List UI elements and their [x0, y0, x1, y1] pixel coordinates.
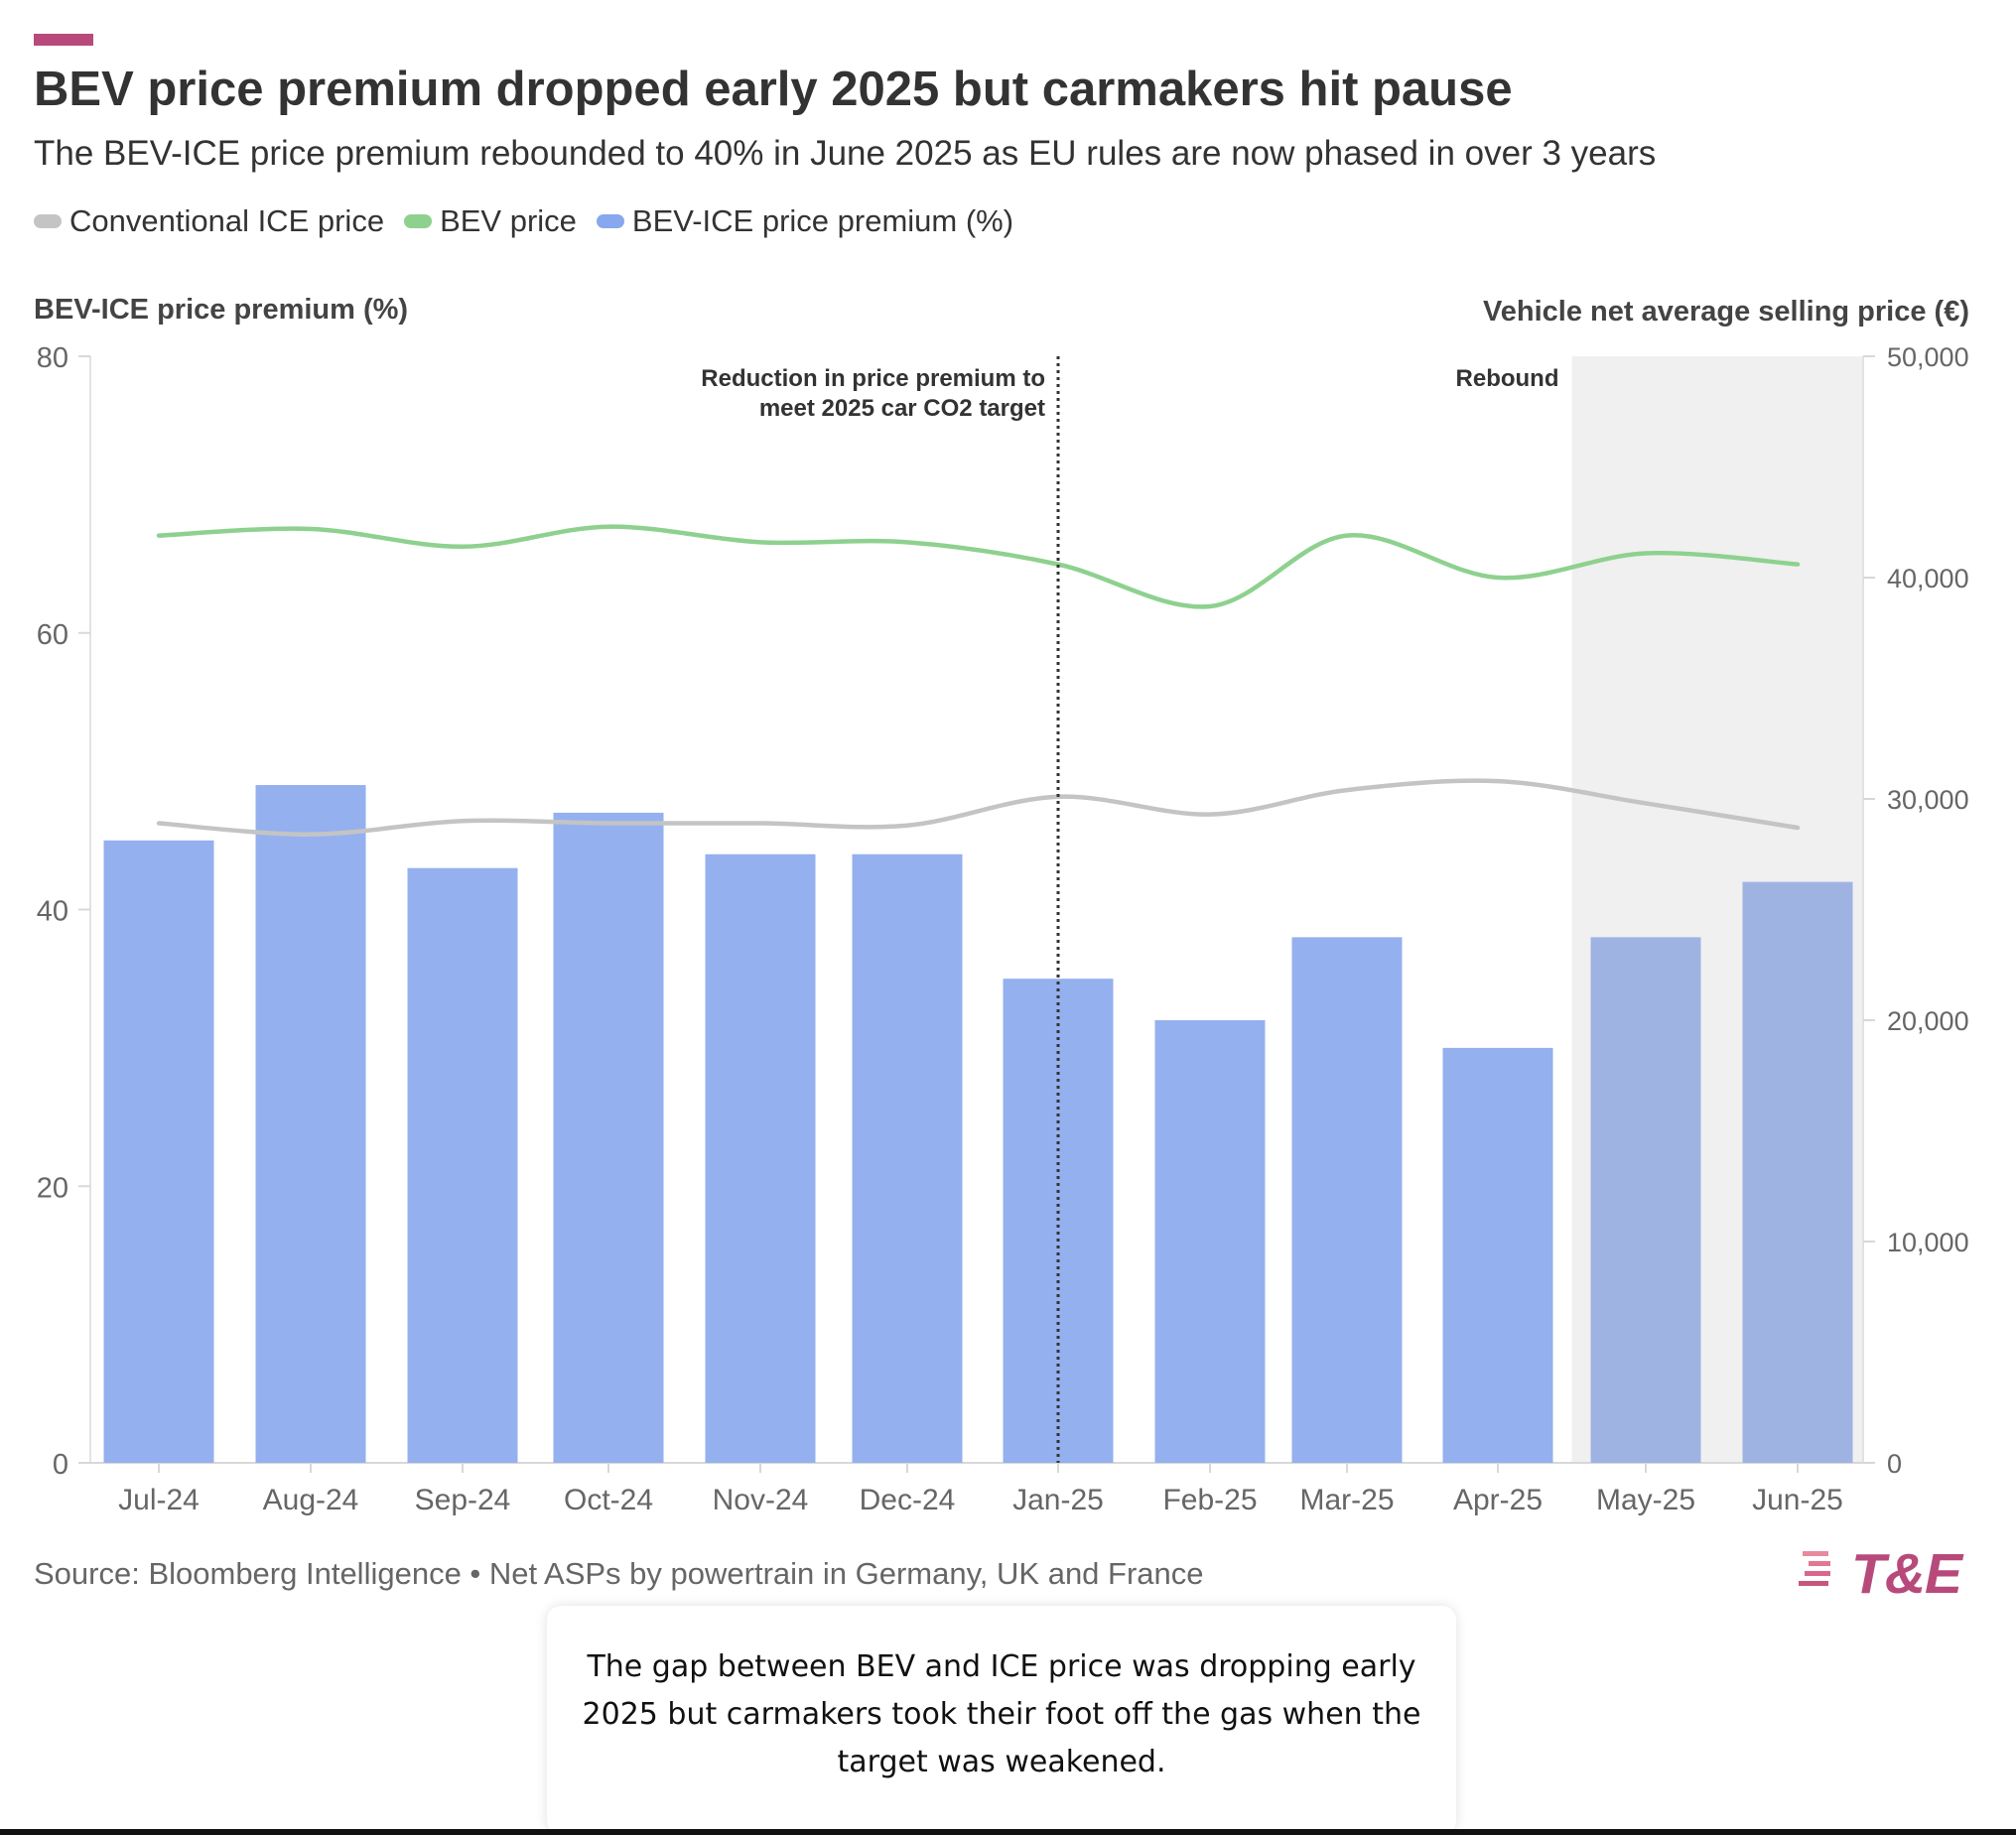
chart-svg: 0 20 40 60 80 0 10,000 20,000 30,000 40,000 50,000…: [37, 342, 1969, 1516]
left-tick-label: 0: [53, 1449, 68, 1481]
x-tick-label: Feb-25: [1162, 1484, 1257, 1516]
x-tick-label: Aug-24: [263, 1484, 359, 1516]
logo-text: T&E: [1851, 1542, 1962, 1606]
bar-sep-24: [407, 867, 518, 1463]
bar-nov-24: [705, 853, 816, 1463]
legend-swatch-ice: [34, 214, 62, 228]
bar-mar-25: [1291, 937, 1403, 1463]
left-tick-label: 60: [37, 619, 68, 651]
legend: Conventional ICE price BEV price BEV-ICE…: [34, 203, 1019, 239]
left-tick-label: 40: [37, 896, 68, 928]
caption-text: The gap between BEV and ICE price was dr…: [582, 1649, 1421, 1779]
x-tick-label: Jun-25: [1752, 1484, 1843, 1516]
left-tick-label: 80: [37, 342, 68, 374]
legend-item-ice: Conventional ICE price: [34, 203, 384, 239]
right-tick-label: 20,000: [1887, 1006, 1969, 1036]
legend-label-premium: BEV-ICE price premium (%): [631, 203, 1014, 238]
logo-stripes-icon: [1799, 1551, 1830, 1586]
bar-jul-24: [103, 840, 214, 1463]
x-tick-label: Oct-24: [564, 1484, 653, 1516]
right-axis-title: Vehicle net average selling price (€): [1483, 296, 1969, 328]
right-tick-label: 50,000: [1887, 342, 1969, 372]
x-tick-label: Jul-24: [118, 1484, 200, 1516]
legend-item-bev: BEV price: [404, 203, 577, 239]
ice-price-line: [156, 778, 1801, 837]
legend-label-bev: BEV price: [440, 203, 577, 238]
x-tick-label: Mar-25: [1299, 1484, 1394, 1516]
source-note: Source: Bloomberg Intelligence • Net ASP…: [34, 1556, 1204, 1591]
bar-aug-24: [255, 785, 366, 1463]
right-tick-label: 10,000: [1887, 1228, 1969, 1257]
right-tick-label: 40,000: [1887, 564, 1969, 593]
left-tick-label: 20: [37, 1172, 68, 1204]
legend-item-premium: BEV-ICE price premium (%): [596, 203, 1014, 239]
right-tick-label: 0: [1887, 1449, 1902, 1479]
bar-dec-24: [852, 853, 963, 1463]
bar-oct-24: [553, 812, 664, 1463]
bar-feb-25: [1154, 1020, 1266, 1463]
x-tick-label: Sep-24: [415, 1484, 511, 1516]
x-tick-label: Nov-24: [713, 1484, 809, 1516]
caption-box: The gap between BEV and ICE price was dr…: [547, 1606, 1456, 1835]
chart-title: BEV price premium dropped early 2025 but…: [34, 63, 1513, 116]
bev-price-line: [156, 524, 1801, 609]
te-logo: T&E: [1799, 1541, 1977, 1606]
x-tick-label: Jan-25: [1012, 1484, 1104, 1516]
bottom-border: [0, 1829, 2016, 1835]
bar-apr-25: [1442, 1047, 1553, 1463]
bar-may-25: [1590, 937, 1701, 1463]
legend-label-ice: Conventional ICE price: [69, 203, 385, 238]
right-tick-label: 30,000: [1887, 785, 1969, 815]
legend-swatch-bev: [404, 214, 433, 228]
accent-bar: [34, 34, 93, 46]
legend-swatch-premium: [596, 214, 624, 228]
chart-subtitle: The BEV-ICE price premium rebounded to 4…: [34, 134, 1657, 173]
annotation-text-line: meet 2025 car CO2 target: [759, 395, 1045, 422]
left-axis-title: BEV-ICE price premium (%): [34, 294, 409, 326]
annotation-rebound-text: Rebound: [1456, 365, 1559, 392]
bar-jun-25: [1742, 881, 1853, 1463]
annotation-text-line: Reduction in price premium to: [701, 365, 1045, 392]
x-tick-label: Dec-24: [860, 1484, 956, 1516]
x-tick-label: May-25: [1596, 1484, 1695, 1516]
x-tick-label: Apr-25: [1453, 1484, 1543, 1516]
